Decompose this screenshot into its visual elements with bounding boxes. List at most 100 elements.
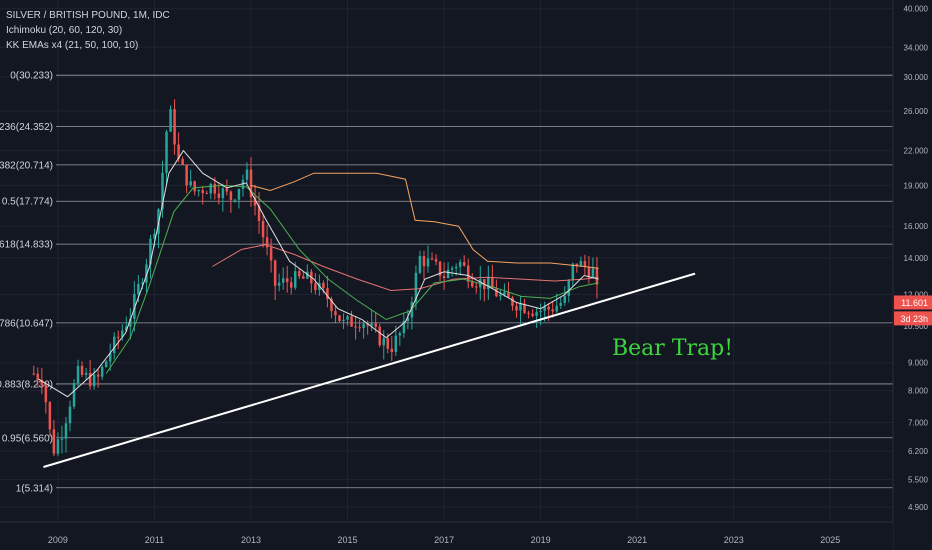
candle-body [233,199,237,201]
y-tick-label: 40.000 [904,5,929,14]
candle-body [499,294,502,297]
y-tick-label: 9.000 [908,359,929,368]
candle-body [579,261,583,267]
x-tick-label: 2013 [241,535,261,545]
candle-body [495,288,498,297]
x-tick-label: 2011 [145,535,164,545]
candle-body [92,374,96,387]
candle-body [426,258,430,267]
candle-body [205,193,209,195]
candle-body [503,291,506,295]
candle-body [330,299,333,312]
candle-body [442,276,446,279]
candle-body [350,316,353,327]
candle-body [382,338,385,346]
candle-body [555,305,558,312]
candle-body [88,372,92,387]
candle-body [511,297,514,307]
candle-body [475,286,478,288]
candle-body [80,365,84,375]
candle-body [125,326,128,331]
candle-body [285,278,289,283]
fib-label: 0(30.233) [10,71,53,82]
candle-body [177,144,180,160]
x-tick-label: 2015 [338,535,358,545]
candle-body [185,164,188,186]
y-tick-label: 7.000 [908,418,929,427]
ema-fast-line [38,149,599,398]
candle-body [591,268,595,278]
candle-body [571,263,575,281]
candle-body [390,348,394,352]
y-axis[interactable]: 40.000 34.000 30.000 26.000 22.000 19.000 16.0… [892,0,932,550]
candle-body [595,268,599,285]
candle-body [197,190,200,192]
candle-body [129,318,132,327]
fib-label: 1(5.314) [16,483,53,494]
ema-indicator-label[interactable]: KK EMAs x4 (21, 50, 100, 10) [6,40,139,51]
candle-body [386,338,390,349]
candle-body [398,332,402,336]
symbol-title[interactable]: SILVER / BRITISH POUND, 1M, IDC [6,10,170,21]
candle-body [225,188,229,192]
x-tick-label: 2021 [627,535,647,545]
candle-body [189,181,192,186]
candle-body [410,302,414,318]
candle-body [56,439,60,454]
bear-trap-annotation: Bear Trap! [612,336,734,361]
fib-label: 0.95(6.560) [2,433,53,444]
x-axis[interactable]: 2009 2011 2013 2015 2017 2019 2021 2023 2025 [0,521,893,550]
x-tick-label: 2017 [434,535,454,545]
candle-body [507,291,510,298]
candle-body [559,302,562,306]
candle-body [84,372,88,375]
candle-body [117,336,120,338]
candle-body [543,306,546,311]
chart-grid [0,0,893,522]
candle-body [289,282,293,288]
price-badge-label: 11.601 [901,298,928,308]
candle-body [169,109,172,132]
trendline[interactable] [43,272,696,468]
candle-body [68,406,72,424]
candle-body [165,131,168,173]
candle-body [237,189,241,200]
candle-body [181,159,184,165]
y-tick-label: 34.000 [904,43,929,52]
candle-body [273,260,277,286]
x-axis-background [0,522,893,550]
candle-body [535,312,538,316]
candle-body [539,310,542,313]
candle-body [306,271,309,279]
candle-body [112,336,116,354]
candle-body [153,233,156,239]
candle-body [96,374,100,377]
candle-body [161,172,164,210]
candle-body [414,272,418,303]
candles [32,99,599,457]
candle-body [193,181,196,192]
candle-body [104,361,108,367]
candle-body [354,326,357,328]
candle-body [32,373,36,375]
candle-body [470,281,474,287]
candle-body [370,323,373,326]
candle-body [362,323,365,328]
candle-body [253,197,257,206]
fib-label: 0.382(20.714) [0,160,53,171]
y-axis-background [893,0,932,550]
price-badge [894,295,932,310]
candle-body [257,205,261,221]
candle-body [40,380,44,386]
candle-body [519,303,522,311]
ichimoku-indicator-label[interactable]: Ichimoku (20, 60, 120, 30) [6,25,123,36]
candle-body [438,261,442,277]
fib-label: 0.883(8.230) [0,379,53,390]
candle-body [149,238,152,265]
candle-body [141,282,144,285]
candle-body [48,402,52,430]
candle-body [515,306,518,311]
candle-body [60,438,64,440]
candle-body [217,193,221,198]
